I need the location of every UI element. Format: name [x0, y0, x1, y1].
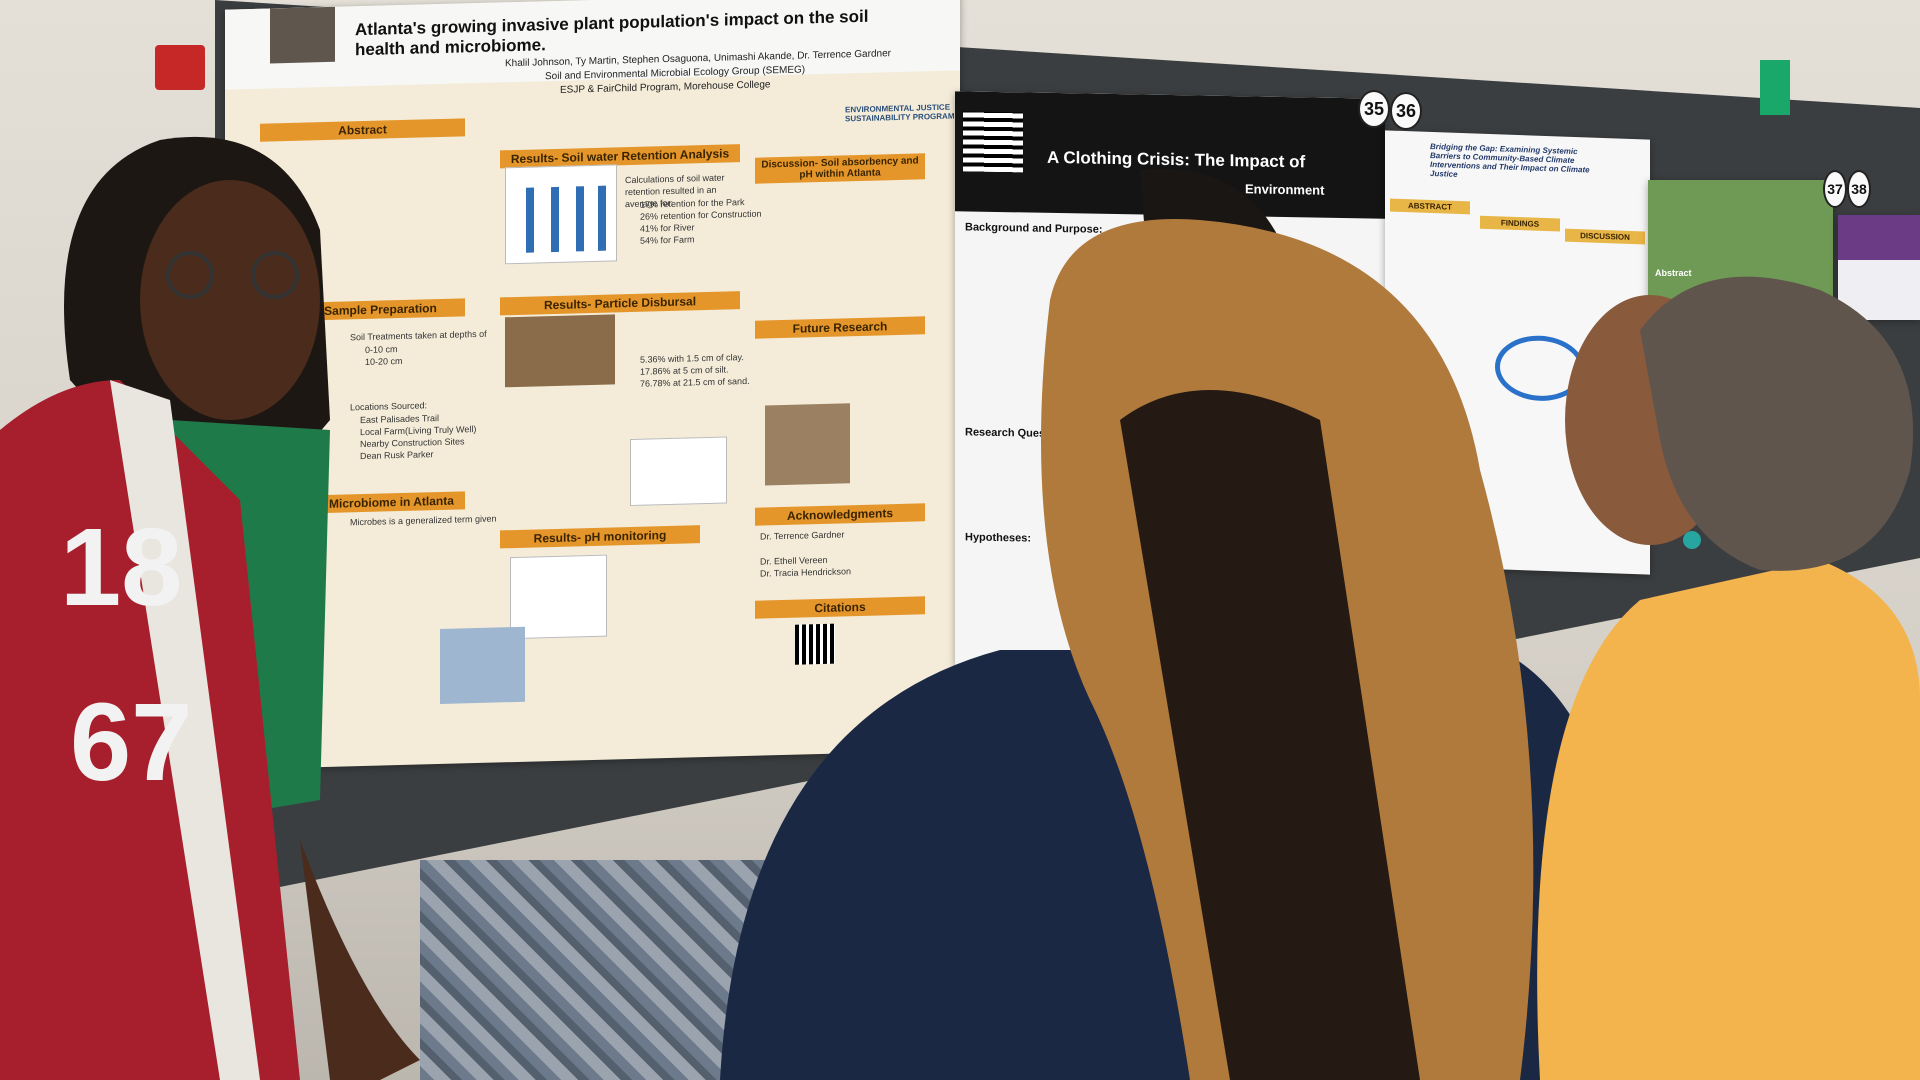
- sweater-number: 67: [70, 681, 192, 804]
- braided-hair-dark: [1120, 390, 1420, 1080]
- glasses: [251, 251, 299, 299]
- board-number: 38: [1847, 170, 1871, 208]
- section-header: Abstract: [1655, 268, 1692, 278]
- fire-alarm: [155, 45, 205, 90]
- exit-sign: [1760, 60, 1790, 115]
- poster-header: [1838, 215, 1920, 260]
- board-number: 37: [1823, 170, 1847, 208]
- face: [140, 180, 320, 420]
- yellow-jacket: [1537, 560, 1920, 1080]
- curly-hair: [1640, 276, 1914, 571]
- carpet: [420, 860, 780, 1080]
- glasses: [166, 251, 214, 299]
- earring: [1683, 531, 1701, 549]
- cardigan-trim: [110, 380, 260, 1080]
- sweater-number: 18: [60, 506, 182, 629]
- board-number: 36: [1390, 92, 1422, 130]
- hand: [300, 840, 420, 1080]
- poster-5: [1838, 215, 1920, 320]
- board-number: 35: [1358, 90, 1390, 128]
